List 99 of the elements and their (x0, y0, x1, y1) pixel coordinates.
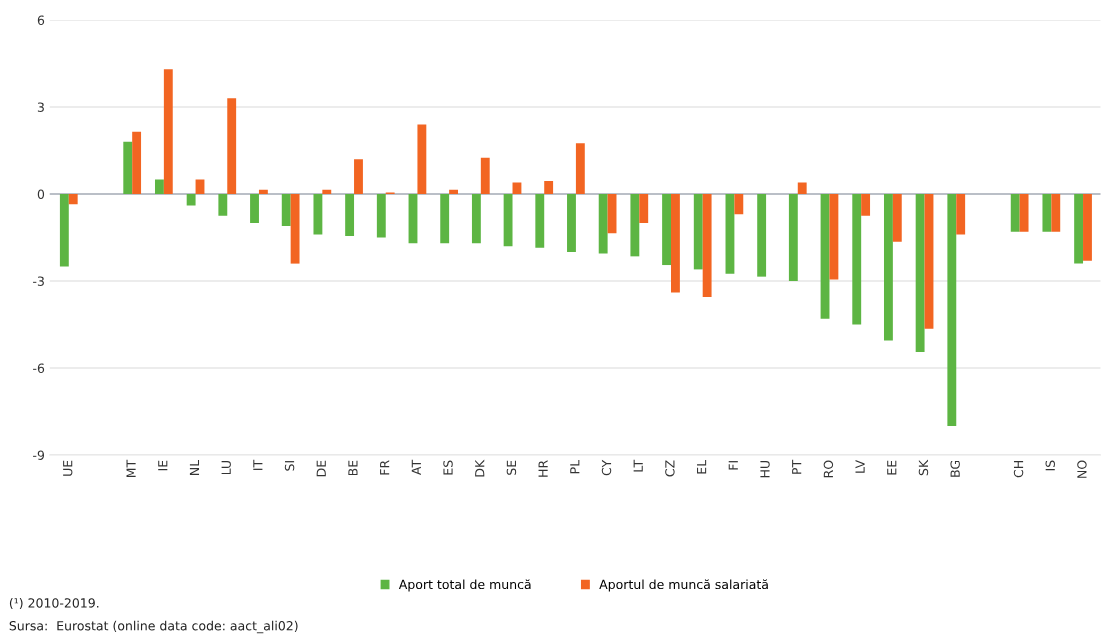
x-tick-label: LT (633, 459, 643, 472)
text: Sursa: Eurostat (online data code: aact_ali02) (9, 620, 298, 634)
x-tick-label: AT (411, 459, 421, 475)
bar (290, 194, 300, 264)
bar (258, 189, 268, 194)
y-tick-label: 3 (37, 102, 44, 112)
bar (376, 194, 386, 238)
y-tick-label: -3 (33, 276, 44, 286)
x-tick-label: MT (126, 459, 136, 478)
x-tick-label: DK (475, 459, 485, 477)
y-tick-label: -6 (33, 363, 45, 373)
bar (924, 194, 934, 329)
x-tick-label: CY (601, 459, 612, 476)
bar (471, 194, 481, 244)
x-tick-label: IT (253, 459, 263, 470)
bar (345, 194, 355, 237)
bar (1074, 194, 1084, 264)
x-tick-label: SE (506, 460, 517, 475)
bar (820, 194, 830, 319)
x-tick-label: IS (1045, 460, 1055, 471)
x-tick-label: BG (950, 460, 960, 477)
x-tick-label: EE (887, 460, 897, 475)
bar (883, 194, 893, 341)
bar (227, 98, 237, 194)
bar (68, 194, 78, 205)
bar (503, 194, 513, 247)
bar (1042, 194, 1052, 232)
bar (1010, 194, 1020, 232)
bar (417, 124, 427, 194)
bar (1051, 194, 1061, 232)
legend-label: Aportul de muncă salariată (599, 579, 768, 592)
bar (218, 194, 228, 216)
bar (956, 194, 966, 235)
bar (598, 194, 608, 254)
legend-label: Aport total de muncă (398, 579, 531, 592)
bar (449, 189, 459, 194)
bar (915, 194, 925, 353)
x-tick-label: HR (538, 460, 548, 477)
x-tick-label: IE (158, 460, 168, 471)
bar (693, 194, 703, 270)
bar (186, 194, 196, 206)
bar (892, 194, 902, 242)
y-tick-label: 6 (37, 15, 45, 25)
bar (512, 182, 522, 194)
bar (607, 194, 617, 234)
x-tick-label: LU (221, 460, 231, 475)
bar (662, 194, 671, 266)
bar (313, 194, 323, 235)
x-tick-label: SK (918, 459, 929, 476)
bar (567, 194, 576, 252)
bar (440, 194, 450, 244)
y-tick-label: 0 (37, 189, 45, 199)
bar (671, 194, 680, 293)
bar (852, 194, 862, 325)
x-tick-label: RO (823, 460, 834, 478)
x-tick-label: PL (570, 459, 580, 474)
x-tick-label: EL (697, 459, 707, 474)
bar (132, 131, 142, 194)
x-tick-label: LV (855, 459, 865, 473)
bar (250, 194, 259, 223)
bar (1019, 194, 1029, 232)
bar (630, 194, 640, 257)
bar (639, 194, 649, 223)
x-tick-label: HU (760, 460, 770, 478)
bar (322, 189, 332, 194)
bar (797, 182, 807, 194)
bar (1083, 194, 1092, 261)
x-tick-label: CH (1013, 461, 1024, 478)
x-tick-label: CZ (665, 460, 675, 477)
bar (354, 159, 363, 194)
bar (535, 194, 545, 248)
bar (757, 194, 767, 277)
bar (702, 194, 712, 297)
x-tick-label: ES (443, 460, 453, 475)
y-tick-label: -9 (33, 450, 45, 460)
x-tick-label: BE (348, 460, 358, 476)
bar (59, 194, 69, 267)
bar (947, 194, 957, 426)
x-tick-label: FR (380, 460, 390, 475)
bar (544, 180, 554, 194)
x-tick-label: NO (1077, 460, 1087, 478)
bar (123, 141, 133, 194)
text: (¹) 2010-2019. (9, 597, 99, 610)
x-tick-label: FI (728, 461, 738, 470)
bar (281, 194, 291, 226)
bar (725, 194, 735, 274)
bar (788, 194, 798, 281)
bar (829, 194, 839, 280)
bar (575, 143, 585, 194)
x-tick-label: UE (63, 460, 73, 476)
x-tick-label: DE (316, 460, 326, 477)
bar (861, 194, 871, 216)
bar (163, 69, 173, 194)
bar (480, 157, 490, 194)
bar (734, 194, 744, 215)
x-tick-label: NL (189, 459, 200, 475)
bar (155, 179, 164, 194)
x-tick-label: SI (284, 461, 295, 471)
x-tick-label: PT (792, 459, 802, 474)
